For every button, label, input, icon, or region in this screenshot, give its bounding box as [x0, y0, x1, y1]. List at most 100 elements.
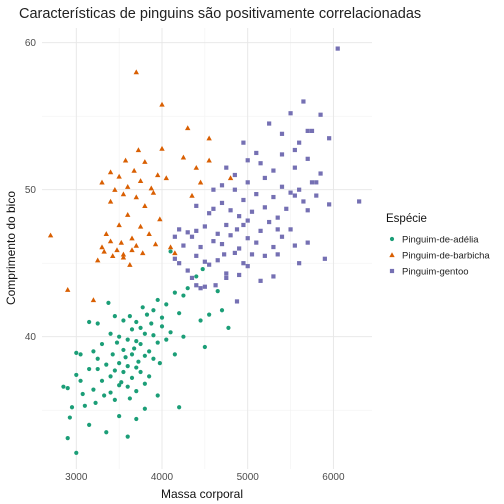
data-point [177, 227, 182, 232]
data-point [95, 356, 100, 361]
data-point [74, 350, 79, 355]
data-point [241, 222, 246, 228]
data-point [106, 300, 111, 305]
data-point [275, 227, 280, 232]
data-point [241, 140, 246, 145]
data-point [254, 240, 259, 245]
data-point [87, 422, 92, 427]
data-point [237, 214, 242, 219]
legend-key-square [389, 268, 395, 274]
data-point [215, 231, 220, 236]
legend-title: Espécie [386, 213, 427, 225]
data-point [129, 247, 135, 253]
data-point [117, 334, 122, 339]
x-tick-label: 4000 [151, 472, 174, 483]
data-point [134, 388, 139, 394]
data-point [142, 331, 147, 336]
y-axis-label: Comprimento do bico [4, 191, 18, 305]
series-square [172, 46, 362, 304]
data-point [222, 252, 227, 257]
data-point [206, 157, 212, 163]
data-point [61, 384, 66, 389]
data-point [155, 393, 160, 398]
data-point [185, 268, 190, 273]
data-point [82, 403, 87, 408]
data-point [90, 297, 97, 303]
data-point [129, 352, 135, 357]
data-point [172, 256, 177, 261]
data-point [172, 290, 177, 295]
data-point [152, 241, 159, 247]
data-point [104, 430, 109, 435]
data-point [104, 362, 109, 367]
legend-key-circle [389, 236, 395, 242]
data-point [198, 244, 203, 250]
data-point [157, 361, 162, 366]
data-point [211, 206, 216, 211]
data-point [133, 242, 139, 248]
data-point [133, 194, 139, 200]
legend-label: Pinguim-gentoo [402, 267, 469, 278]
series-triangle [47, 69, 234, 303]
data-point [228, 233, 233, 238]
data-point [305, 128, 310, 133]
data-point [180, 154, 187, 160]
data-point [125, 184, 131, 189]
data-point [95, 366, 100, 372]
legend: Espécie Pinguim-de-adélia Pinguim-de-barb… [386, 213, 490, 278]
data-point [226, 325, 231, 330]
data-point [127, 396, 132, 401]
data-point [122, 157, 129, 163]
data-point [327, 202, 332, 207]
data-point [121, 318, 126, 323]
data-point [47, 232, 54, 238]
data-point [262, 175, 267, 181]
data-point [241, 261, 246, 266]
data-point [117, 383, 122, 388]
data-point [78, 378, 83, 383]
data-point [245, 180, 250, 185]
data-point [93, 400, 98, 405]
legend-key-triangle [389, 252, 395, 258]
data-point [219, 200, 225, 206]
data-point [194, 203, 199, 208]
data-point [228, 208, 233, 213]
legend-label: Pinguim-de-adélia [402, 235, 479, 246]
data-point [262, 253, 267, 258]
data-point [112, 368, 117, 373]
data-point [279, 131, 285, 136]
data-point [125, 364, 130, 369]
data-point [301, 99, 306, 104]
data-point [134, 416, 139, 422]
data-point [267, 219, 272, 225]
data-point [245, 236, 250, 241]
data-points [47, 46, 362, 455]
data-point [232, 172, 237, 178]
data-point [120, 251, 127, 257]
data-point [237, 246, 242, 251]
data-point [108, 390, 113, 395]
data-point [65, 286, 71, 292]
data-point [224, 222, 229, 228]
data-point [110, 352, 115, 357]
data-point [318, 171, 323, 176]
data-point [275, 215, 280, 220]
data-point [357, 199, 362, 204]
data-point [101, 248, 107, 254]
data-point [262, 205, 267, 210]
data-point [197, 179, 204, 185]
data-point [177, 311, 182, 316]
data-point [249, 209, 255, 214]
data-point [267, 121, 272, 126]
data-point [301, 199, 306, 204]
data-point [151, 356, 156, 361]
data-point [172, 352, 177, 357]
data-point [136, 359, 141, 364]
data-point [254, 150, 259, 156]
data-point [91, 349, 96, 354]
data-point [279, 152, 285, 157]
data-point [159, 324, 165, 329]
data-point [234, 227, 240, 232]
y-tick-label: 40 [25, 332, 37, 343]
data-point [207, 312, 212, 317]
